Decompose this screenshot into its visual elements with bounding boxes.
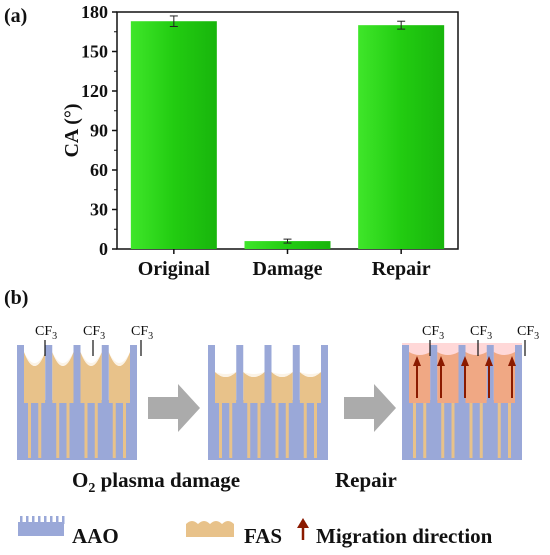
svg-text:CF3: CF3 — [470, 324, 492, 342]
process-arrow-2 — [344, 384, 396, 432]
migration-arrow-icon — [297, 518, 309, 540]
legend-fas-label: FAS — [244, 524, 282, 548]
error-bar-original — [169, 15, 178, 27]
x-tick-label: Original — [138, 258, 211, 280]
svg-text:CF3: CF3 — [83, 324, 105, 342]
svg-text:CF3: CF3 — [422, 324, 444, 342]
cf3-label: CF3 — [517, 324, 539, 356]
y-tick-label: 60 — [90, 160, 108, 180]
y-tick-label: 30 — [90, 200, 108, 220]
migration-arrow-icon — [413, 356, 421, 398]
panel-b-label: (b) — [4, 287, 28, 309]
error-bar-damage — [283, 238, 292, 244]
y-tick-label: 180 — [81, 2, 108, 22]
process-arrow-1 — [148, 384, 200, 432]
schematic-damaged — [208, 345, 328, 460]
cf3-label: CF3 — [35, 324, 57, 356]
cf3-label: CF3 — [422, 324, 444, 356]
damage-caption: O2 plasma damage — [72, 468, 240, 496]
x-tick-label: Damage — [253, 258, 323, 280]
cf3-label: CF3 — [83, 324, 105, 356]
migration-arrow-icon — [461, 356, 469, 398]
svg-text:CF3: CF3 — [35, 324, 57, 342]
svg-text:CF3: CF3 — [517, 324, 539, 342]
schematic-repaired: CF3 CF3 CF3 — [402, 324, 539, 460]
bar-repair — [358, 25, 445, 249]
repair-schematic: CF3 CF3 CF3 CF3 CF3 CF3 O2 plasma damage Rep… — [17, 324, 539, 496]
x-tick-label: Repair — [372, 258, 431, 280]
bar-damage — [244, 241, 331, 249]
aao-swatch-icon — [18, 516, 65, 536]
migration-arrow-icon — [437, 356, 445, 398]
legend-aao-label: AAO — [72, 524, 119, 548]
y-tick-label: 90 — [90, 121, 108, 141]
svg-text:CF3: CF3 — [131, 324, 153, 342]
migration-arrow-icon — [508, 356, 516, 398]
cf3-label: CF3 — [131, 324, 153, 356]
fas-swatch-icon — [186, 521, 234, 537]
y-tick-label: 150 — [81, 42, 108, 62]
repair-caption: Repair — [335, 468, 397, 492]
legend-migration-label: Migration direction — [316, 524, 493, 548]
panel-a-label: (a) — [4, 5, 27, 27]
legend: AAO FAS Migration direction — [18, 516, 493, 548]
schematic-original: CF3 CF3 CF3 — [17, 324, 153, 460]
y-axis-label: CA (°) — [61, 103, 83, 157]
error-bar-repair — [397, 20, 406, 30]
cf3-label: CF3 — [470, 324, 492, 356]
y-tick-label: 120 — [81, 81, 108, 101]
y-tick-label: 0 — [99, 239, 108, 259]
bar-chart: 0 30 60 90 120 150 180 Original Damage Repair CA… — [61, 2, 459, 280]
bar-original — [130, 21, 217, 249]
migration-arrow-icon — [485, 356, 493, 398]
